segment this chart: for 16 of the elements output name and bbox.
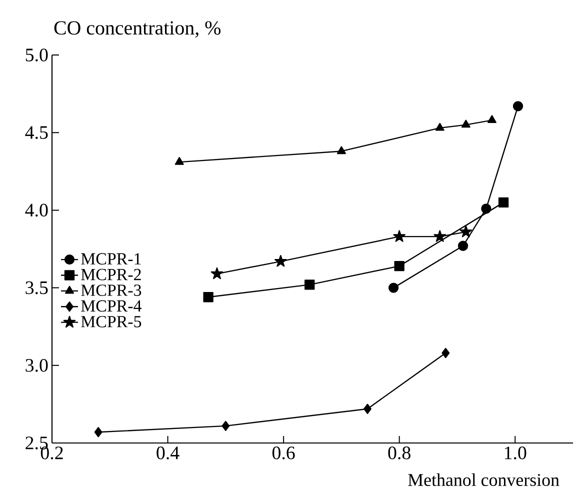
x-axis-title: Methanol conversion — [408, 473, 560, 486]
x-tick-label: 0.8 — [388, 446, 410, 460]
x-tick-label: 0.6 — [272, 446, 295, 460]
legend-label: MCPR-3 — [81, 284, 142, 296]
x-tick-label: 1.0 — [504, 446, 526, 460]
y-tick-label: 5.0 — [26, 48, 48, 62]
y-tick-label: 4.0 — [25, 204, 48, 217]
legend-label: MCPR-4 — [81, 300, 142, 312]
legend-label: MCPR-2 — [81, 268, 141, 280]
y-tick-label: 3.5 — [26, 281, 48, 294]
y-tick-label: 4.5 — [25, 126, 48, 139]
y-axis-title: CO concentration, % — [54, 21, 221, 38]
legend-label: MCPR-1 — [81, 253, 141, 265]
y-tick-label: 3.0 — [26, 358, 48, 372]
x-tick-label: 0.4 — [156, 446, 180, 460]
legend-label: MCPR-5 — [81, 316, 142, 328]
